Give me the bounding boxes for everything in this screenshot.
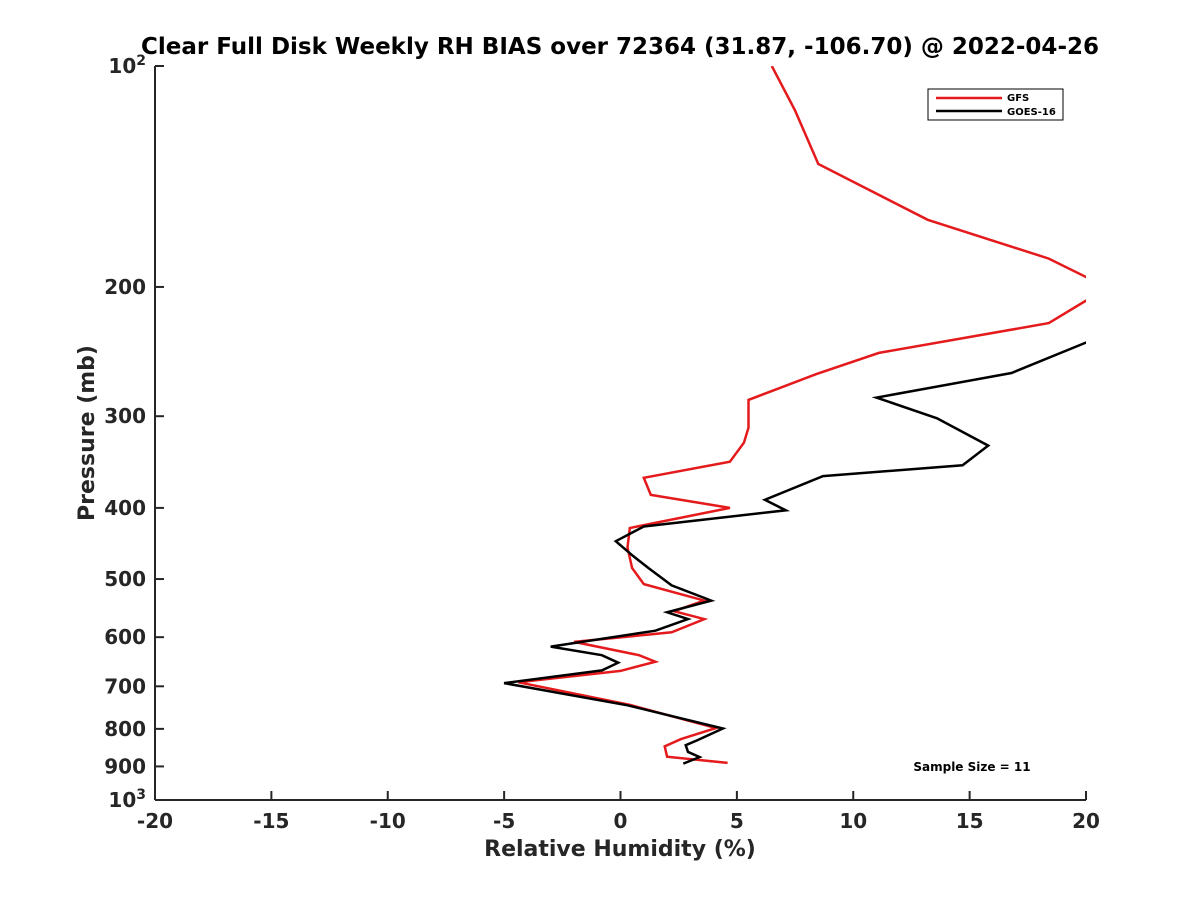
series-line-gfs: [517, 66, 1086, 765]
x-tick-label: -20: [137, 809, 173, 833]
chart-title: Clear Full Disk Weekly RH BIAS over 7236…: [141, 34, 1099, 60]
x-tick-label: 20: [1072, 809, 1100, 833]
legend-label-goes-16: GOES-16: [1007, 107, 1056, 118]
legend-label-gfs: GFS: [1007, 93, 1029, 104]
x-tick-label: -10: [370, 809, 406, 833]
x-tick-label: 0: [614, 809, 628, 833]
y-tick-label: 300: [104, 404, 146, 428]
x-tick-label: 15: [956, 809, 984, 833]
x-axis-ticks: -20 -15 -10 -5 0 5 10 15 20: [137, 791, 1100, 833]
y-tick-label: 500: [104, 567, 146, 591]
y-tick-label: 400: [104, 496, 146, 520]
x-tick-label: 10: [839, 809, 867, 833]
sample-size-annotation: Sample Size = 11: [913, 760, 1030, 774]
y-axis-ticks: 102 200 300 400 500 600 700 800 900 103: [104, 53, 164, 812]
x-axis-label: Relative Humidity (%): [484, 837, 756, 862]
series-line-goes-16: [503, 341, 1086, 765]
x-tick-label: 5: [730, 809, 744, 833]
y-tick-label: 102: [108, 53, 146, 78]
y-tick-label: 800: [104, 717, 146, 741]
y-tick-label: 700: [104, 674, 146, 698]
y-tick-label: 103: [108, 787, 146, 812]
y-tick-label: 200: [104, 275, 146, 299]
x-tick-label: -5: [493, 809, 515, 833]
series-layer: [503, 66, 1086, 765]
legend-box: [927, 88, 1064, 121]
y-axis-label: Pressure (mb): [75, 345, 100, 521]
y-tick-label: 600: [104, 625, 146, 649]
y-tick-label: 900: [104, 754, 146, 778]
x-tick-label: -15: [253, 809, 289, 833]
legend: GFS GOES-16: [927, 88, 1064, 121]
